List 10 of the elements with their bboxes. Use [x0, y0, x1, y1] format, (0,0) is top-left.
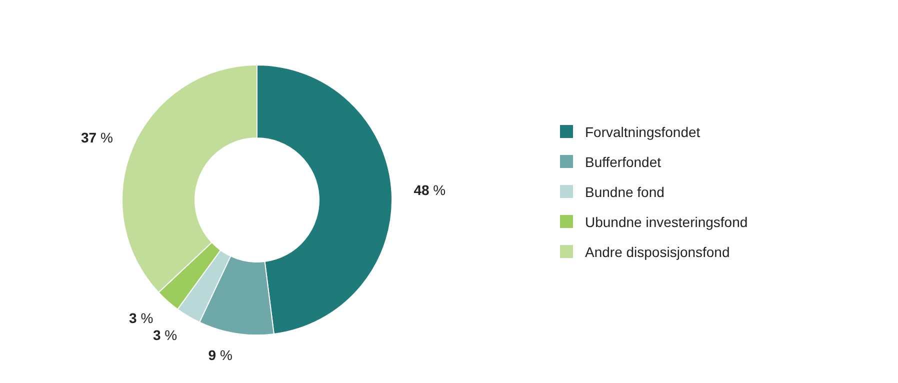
legend-label: Bufferfondet [585, 152, 662, 172]
data-label: 3 % [152, 327, 178, 344]
data-label: 3 % [129, 310, 154, 326]
data-label: 48 % [414, 182, 446, 198]
legend-label: Bundne fond [585, 182, 664, 202]
data-label: 9 % [208, 347, 232, 364]
legend-label: Ubundne investeringsfond [585, 212, 748, 232]
data-label: 37 % [80, 130, 113, 146]
legend-label: Forvaltningsfondet [585, 122, 700, 142]
legend-label: Andre disposisjonsfond [585, 242, 730, 262]
